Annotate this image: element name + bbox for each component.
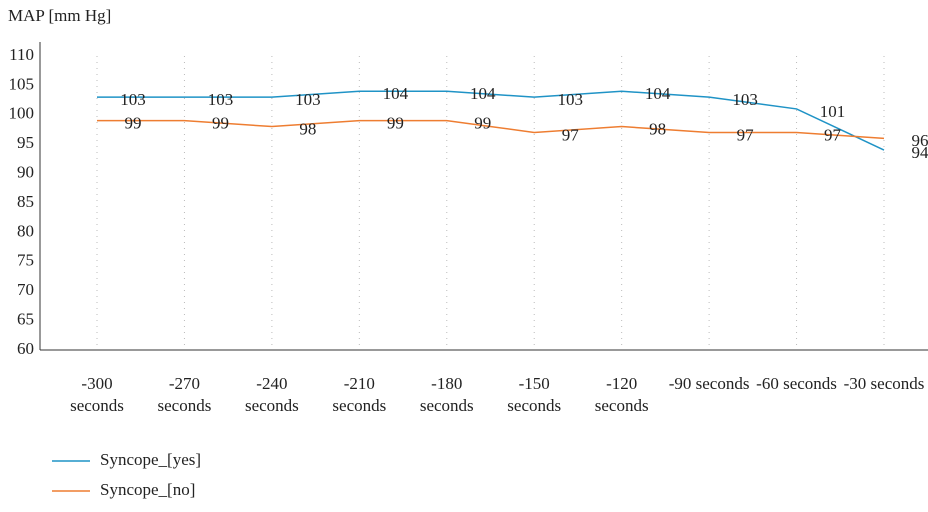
data-label: 103	[208, 90, 234, 109]
y-tick-label: 75	[17, 251, 34, 270]
data-label: 104	[645, 84, 671, 103]
y-tick-label: 95	[17, 133, 34, 152]
x-tick-label: -180 seconds	[419, 374, 474, 415]
data-label: 97	[737, 125, 755, 144]
y-tick-label: 100	[9, 104, 35, 123]
data-label: 103	[120, 90, 146, 109]
data-label: 99	[474, 114, 491, 133]
x-tick-label: -210 seconds	[332, 374, 387, 415]
data-label: 99	[212, 114, 229, 133]
x-tick-label: -300 seconds	[70, 374, 124, 415]
data-label: 98	[299, 119, 316, 138]
data-label: 104	[470, 84, 496, 103]
data-label: 101	[820, 102, 846, 121]
x-tick-label: -60 seconds	[756, 374, 837, 393]
y-tick-label: 65	[17, 310, 34, 329]
x-tick-label: -150 seconds	[507, 374, 562, 415]
data-label: 99	[387, 114, 404, 133]
data-label: 99	[125, 114, 142, 133]
legend-label: Syncope_[yes]	[100, 450, 201, 469]
data-label: 97	[824, 125, 842, 144]
data-label: 103	[557, 90, 583, 109]
legend-label: Syncope_[no]	[100, 480, 195, 499]
data-label: 94	[912, 143, 928, 162]
x-tick-label: -120 seconds	[594, 374, 649, 415]
y-axis-title: MAP [mm Hg]	[8, 6, 111, 25]
x-tick-label: -90 seconds	[668, 374, 750, 393]
series-line	[97, 119, 885, 140]
data-label: 103	[295, 90, 321, 109]
y-tick-label: 90	[17, 163, 34, 182]
x-tick-label: -30 seconds	[843, 374, 925, 393]
y-tick-label: 85	[17, 192, 34, 211]
y-tick-label: 80	[17, 221, 34, 240]
y-tick-label: 60	[17, 339, 34, 358]
x-tick-label: -240 seconds	[244, 374, 299, 415]
data-label: 103	[732, 90, 758, 109]
data-label: 104	[383, 84, 409, 103]
data-label: 97	[562, 125, 580, 144]
data-label: 96	[912, 131, 928, 150]
series-line	[97, 90, 885, 151]
x-tick-label: -270 seconds	[157, 374, 212, 415]
y-tick-label: 110	[9, 45, 34, 64]
y-tick-label: 105	[9, 74, 35, 93]
data-label: 98	[649, 119, 666, 138]
y-tick-label: 70	[17, 280, 34, 299]
